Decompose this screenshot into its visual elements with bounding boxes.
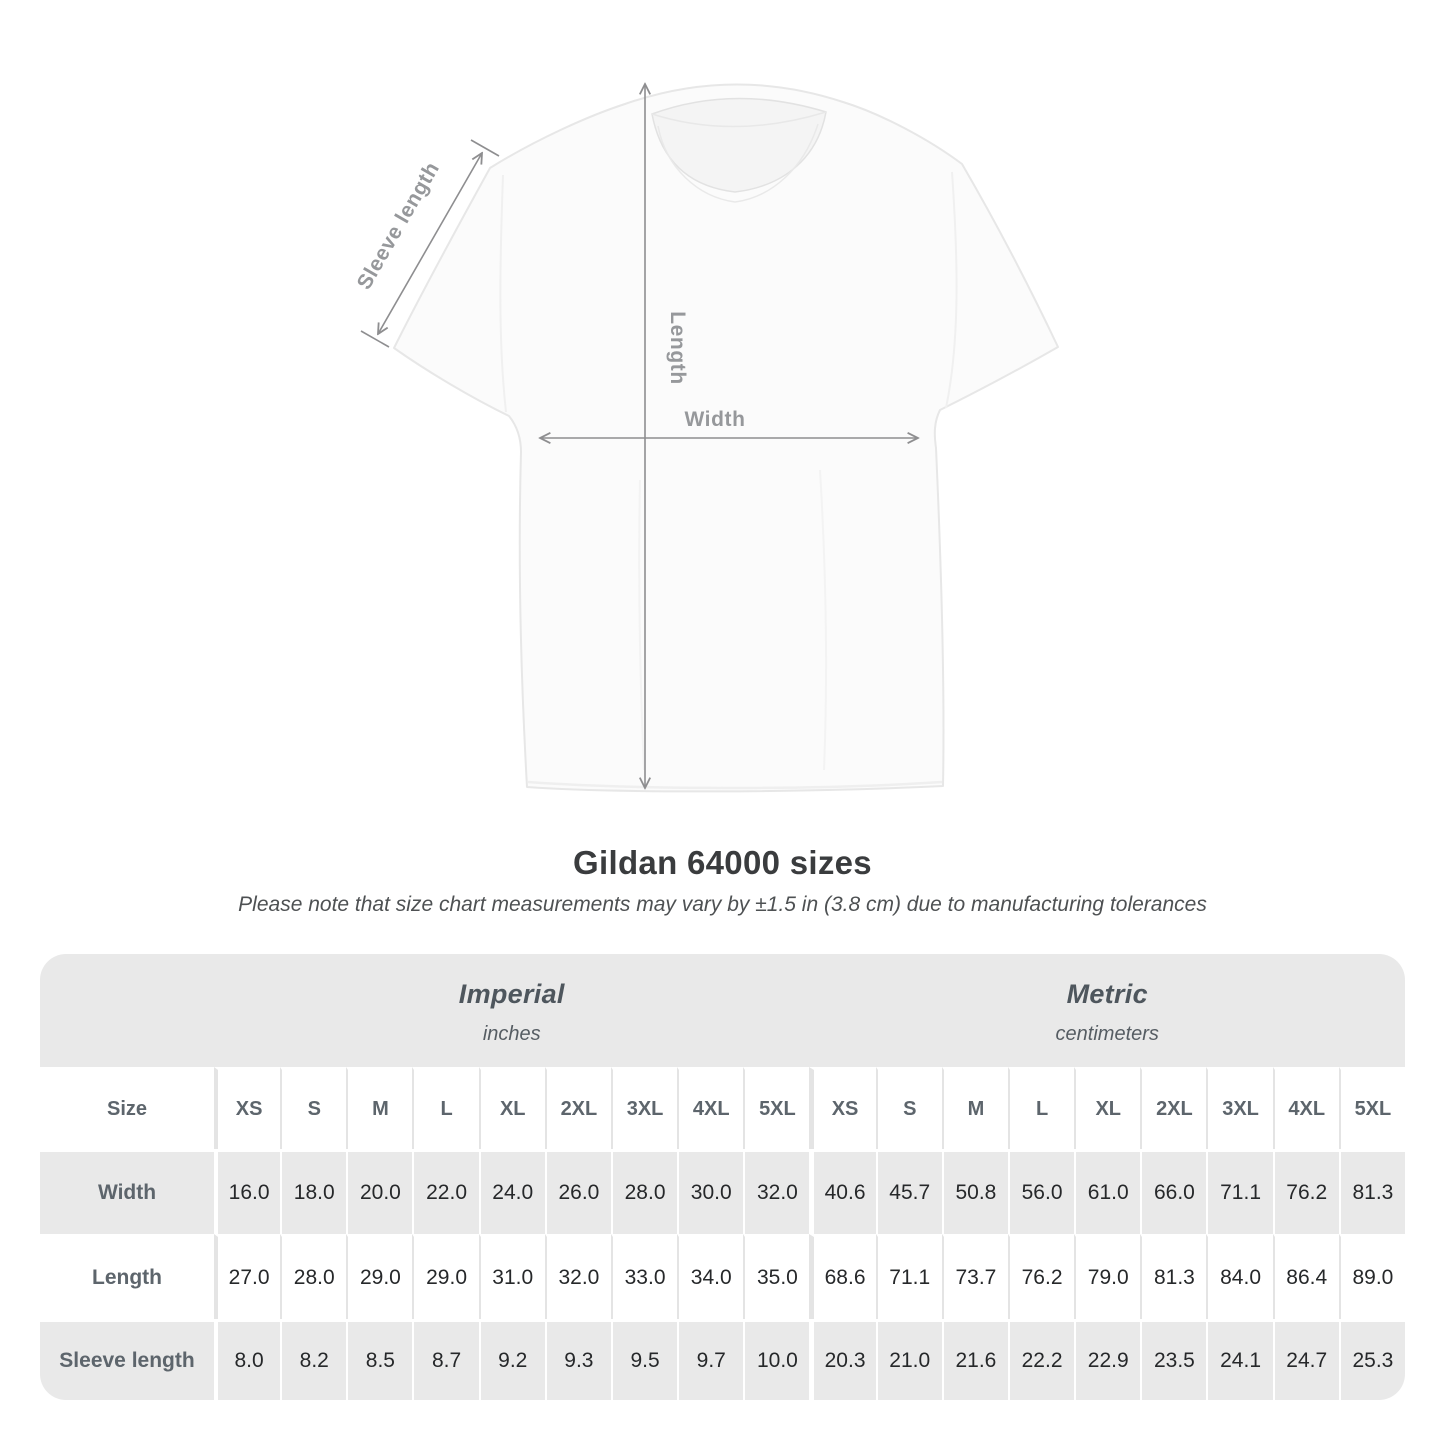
size-header-cell: XS (809, 1067, 876, 1149)
tshirt-measurement-figure: Sleeve length Length Width (353, 0, 1059, 793)
value-cell: 9.7 (677, 1319, 744, 1400)
page-title: Gildan 64000 sizes (573, 844, 872, 881)
tshirt-collar-back-seam (651, 111, 827, 128)
value-cell: 8.5 (346, 1319, 413, 1400)
size-table: Imperial inches Metric centimeters Size … (40, 954, 1405, 1400)
metric-label: Metric (1066, 979, 1148, 1009)
size-header-cell: 4XL (1272, 1067, 1339, 1149)
value-cell: 86.4 (1272, 1234, 1339, 1319)
size-header-cell: S (875, 1067, 942, 1149)
value-cell: 31.0 (478, 1234, 545, 1319)
value-cell: 26.0 (544, 1149, 611, 1234)
value-cell: 79.0 (1074, 1234, 1141, 1319)
length-dimension-label: Length (666, 311, 689, 385)
value-cell: 8.7 (412, 1319, 479, 1400)
tshirt-left-seam (499, 174, 507, 413)
value-cell: 10.0 (743, 1319, 810, 1400)
value-cell: 73.7 (941, 1234, 1008, 1319)
value-cell: 16.0 (214, 1149, 281, 1234)
value-cell: 71.1 (1206, 1149, 1273, 1234)
value-cell: 33.0 (610, 1234, 678, 1319)
value-cell: 35.0 (743, 1234, 810, 1319)
sleeve-dimension-label: Sleeve length (353, 158, 445, 294)
value-cell: 68.6 (809, 1234, 876, 1319)
tshirt-fold-right (819, 469, 828, 771)
value-cell: 50.8 (941, 1149, 1008, 1234)
tshirt-hem-shadow (527, 780, 943, 790)
value-cell: 24.1 (1206, 1319, 1273, 1400)
value-cell: 8.2 (280, 1319, 347, 1400)
size-header-cell: S (280, 1067, 347, 1149)
value-cell: 76.2 (1272, 1149, 1339, 1234)
value-cell: 61.0 (1074, 1149, 1141, 1234)
value-cell: 30.0 (677, 1149, 744, 1234)
value-cell: 22.2 (1007, 1319, 1075, 1400)
tolerance-note: Please note that size chart measurements… (238, 893, 1207, 916)
value-cell: 23.5 (1140, 1319, 1207, 1400)
value-cell: 40.6 (809, 1149, 876, 1234)
value-cell: 21.0 (875, 1319, 942, 1400)
value-cell: 9.5 (610, 1319, 678, 1400)
size-header-cell: L (1007, 1067, 1075, 1149)
value-cell: 66.0 (1140, 1149, 1207, 1234)
sleeve-arrow-tick-bottom (360, 330, 390, 348)
value-cell: 20.3 (809, 1319, 876, 1400)
size-header-cell: M (941, 1067, 1008, 1149)
sleeve-arrow (378, 153, 482, 334)
size-header-cell: 5XL (1338, 1067, 1405, 1149)
value-cell: 56.0 (1007, 1149, 1075, 1234)
size-header-cell: XL (478, 1067, 545, 1149)
row-label-length: Length (40, 1234, 214, 1319)
tshirt-collar-front-seam (657, 123, 819, 203)
value-cell: 21.6 (941, 1319, 1008, 1400)
value-cell: 24.0 (478, 1149, 545, 1234)
size-header-cell: 3XL (1206, 1067, 1273, 1149)
value-cell: 27.0 (214, 1234, 281, 1319)
value-cell: 25.3 (1338, 1319, 1405, 1400)
value-cell: 32.0 (544, 1234, 611, 1319)
value-cell: 89.0 (1338, 1234, 1405, 1319)
tshirt-right-seam (945, 171, 958, 409)
size-header-cell: 4XL (677, 1067, 744, 1149)
value-cell: 28.0 (610, 1149, 678, 1234)
value-cell: 45.7 (875, 1149, 942, 1234)
value-cell: 28.0 (280, 1234, 347, 1319)
value-cell: 76.2 (1007, 1234, 1075, 1319)
value-cell: 71.1 (875, 1234, 942, 1319)
size-header-cell: M (346, 1067, 413, 1149)
value-cell: 9.3 (544, 1319, 611, 1400)
value-cell: 9.2 (478, 1319, 545, 1400)
value-cell: 81.3 (1338, 1149, 1405, 1234)
size-header-cell: 2XL (1140, 1067, 1207, 1149)
metric-group-header: Metric centimeters (809, 954, 1405, 1067)
value-cell: 84.0 (1206, 1234, 1273, 1319)
size-column-header: Size (40, 1067, 214, 1149)
size-header-cell: 2XL (544, 1067, 611, 1149)
width-dimension-label: Width (684, 408, 745, 431)
size-header-cell: XL (1074, 1067, 1141, 1149)
row-label-sleeve-length: Sleeve length (40, 1319, 214, 1400)
value-cell: 29.0 (346, 1234, 413, 1319)
value-cell: 32.0 (743, 1149, 810, 1234)
value-cell: 20.0 (346, 1149, 413, 1234)
value-cell: 34.0 (677, 1234, 744, 1319)
imperial-unit: inches (482, 1023, 541, 1045)
sleeve-arrow-tick-top (470, 139, 500, 157)
metric-unit: centimeters (1055, 1023, 1159, 1045)
value-cell: 29.0 (412, 1234, 479, 1319)
value-cell: 24.7 (1272, 1319, 1339, 1400)
size-header-cell: XS (214, 1067, 281, 1149)
value-cell: 18.0 (280, 1149, 347, 1234)
value-cell: 22.9 (1074, 1319, 1141, 1400)
imperial-group-header: Imperial inches (214, 954, 810, 1067)
size-header-cell: L (412, 1067, 479, 1149)
imperial-label: Imperial (458, 979, 565, 1009)
size-header-cell: 5XL (743, 1067, 810, 1149)
row-label-width: Width (40, 1149, 214, 1234)
value-cell: 81.3 (1140, 1234, 1207, 1319)
value-cell: 8.0 (214, 1319, 281, 1400)
size-header-cell: 3XL (610, 1067, 678, 1149)
value-cell: 22.0 (412, 1149, 479, 1234)
units-header-spacer (40, 954, 214, 1067)
